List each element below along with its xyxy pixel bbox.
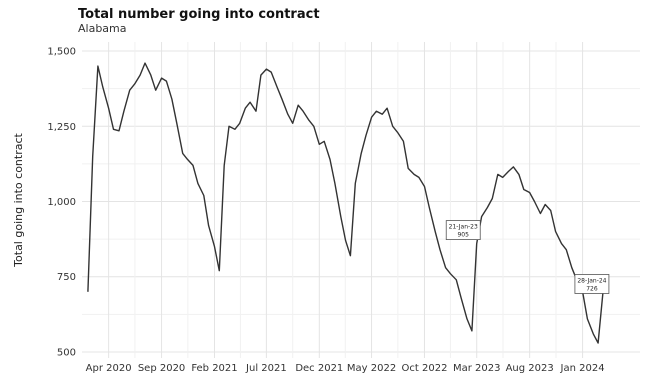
x-tick-label: Apr 2020 (86, 363, 132, 374)
series-line (87, 62, 604, 344)
x-tick-label: Mar 2023 (453, 363, 501, 374)
y-tick-label: 1,000 (47, 197, 76, 208)
y-axis-label: Total going into contract (12, 132, 25, 267)
annotation-box (574, 274, 610, 294)
x-tick-label: Aug 2023 (506, 363, 554, 374)
grid (82, 42, 640, 358)
annotation-box (445, 220, 481, 240)
x-tick-label: Jan 2024 (560, 363, 605, 374)
annotation-date: 21-Jan-23 (449, 224, 478, 231)
y-tick-label: 1,250 (47, 122, 76, 133)
x-tick-label: May 2022 (347, 363, 396, 374)
y-tick-label: 500 (57, 347, 76, 358)
x-tick-label: Feb 2021 (191, 363, 237, 374)
chart-title: Total number going into contract (78, 7, 320, 22)
x-tick-label: Dec 2021 (295, 363, 343, 374)
series-layer (87, 62, 604, 344)
y-tick-label: 1,500 (47, 47, 76, 58)
y-tick-label: 750 (57, 272, 76, 283)
y-axis-ticks: 500 750 1,000 1,250 1,500 (47, 47, 76, 359)
x-tick-label: Jul 2021 (245, 363, 287, 374)
x-axis-ticks: Apr 2020 Sep 2020 Feb 2021 Jul 2021 Dec 2021… (86, 363, 605, 374)
x-tick-label: Oct 2022 (402, 363, 448, 374)
x-tick-label: Sep 2020 (138, 363, 185, 374)
annotation-value: 905 (457, 232, 469, 239)
annotation-value: 726 (586, 285, 598, 292)
chart-subtitle: Alabama (78, 22, 127, 35)
annotation-date: 28-Jan-24 (577, 277, 606, 284)
